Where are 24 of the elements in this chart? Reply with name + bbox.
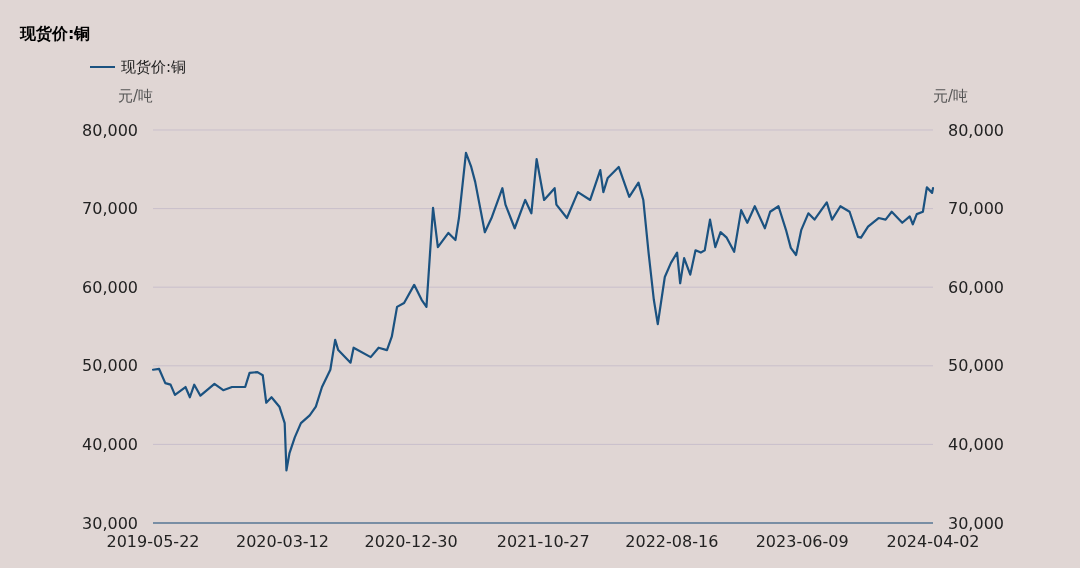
x-tick-label: 2023-06-09 bbox=[755, 532, 849, 551]
x-tick-label: 2024-04-02 bbox=[886, 532, 980, 551]
y2-tick-label: 40,000 bbox=[948, 435, 1004, 454]
y-tick-label: 60,000 bbox=[82, 277, 138, 297]
y2-axis-title: 元/吨 bbox=[933, 87, 969, 105]
y2-tick-label: 80,000 bbox=[948, 120, 1004, 140]
y-tick-label: 30,000 bbox=[82, 513, 138, 533]
x-tick-label: 2020-03-12 bbox=[236, 532, 329, 551]
x-tick-label: 2021-10-27 bbox=[496, 532, 590, 551]
y-tick-label: 50,000 bbox=[82, 356, 138, 376]
line-series bbox=[151, 151, 935, 472]
chart-title: 现货价:铜 bbox=[19, 24, 91, 43]
y-tick-label: 40,000 bbox=[82, 435, 138, 454]
x-tick-label: 2022-08-16 bbox=[625, 532, 719, 551]
x-tick-label: 2019-05-22 bbox=[106, 532, 200, 551]
y-tick-label: 80,000 bbox=[82, 120, 138, 140]
legend-label: 现货价:铜 bbox=[121, 58, 187, 76]
y2-tick-label: 60,000 bbox=[948, 277, 1004, 297]
y2-tick-label: 30,000 bbox=[948, 513, 1004, 533]
x-tick-label: 2020-12-30 bbox=[364, 532, 458, 551]
y2-tick-label: 70,000 bbox=[948, 199, 1004, 219]
y2-tick-label: 50,000 bbox=[948, 356, 1004, 376]
y-tick-label: 70,000 bbox=[82, 199, 138, 219]
y-axis-title: 元/吨 bbox=[117, 87, 153, 105]
